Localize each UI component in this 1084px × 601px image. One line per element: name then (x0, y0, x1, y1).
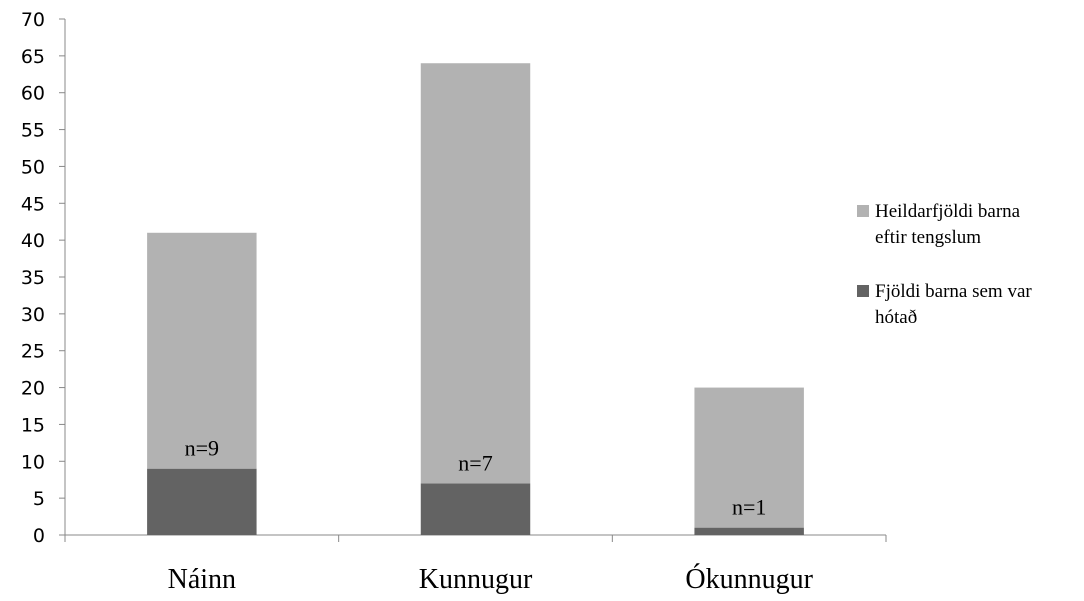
bar-segment-threatened (694, 527, 804, 535)
y-tick-label: 55 (21, 120, 45, 142)
y-tick-label: 65 (21, 46, 45, 68)
bar-segment-total (420, 63, 531, 484)
legend-label: hótað (875, 307, 917, 328)
data-label: n=7 (458, 450, 492, 475)
y-axis: 0 5 10 15 20 25 30 35 40 45 50 55 60 65 70 (21, 9, 66, 547)
x-axis: Náinn Kunnugur Ókunnugur (64, 534, 887, 595)
bar-segment-threatened (147, 468, 257, 535)
category-label: Ókunnugur (685, 564, 813, 595)
legend-label: Fjöldi barna sem var (875, 281, 1032, 302)
y-tick-label: 50 (21, 156, 45, 178)
category-label: Kunnugur (419, 564, 533, 595)
y-tick-label: 25 (21, 341, 45, 363)
y-tick-label: 5 (33, 488, 45, 510)
y-tick-label: 0 (33, 525, 45, 547)
legend-label: Heildarfjöldi barna (875, 201, 1021, 222)
legend: Heildarfjöldi barna eftir tengslum Fjöldi … (857, 201, 1032, 328)
y-tick-label: 30 (21, 304, 45, 326)
y-tick-label: 15 (21, 414, 45, 436)
y-tick-label: 40 (21, 230, 45, 252)
legend-swatch (857, 205, 869, 217)
y-tick-label: 10 (21, 451, 45, 473)
legend-label: eftir tengslum (875, 227, 981, 248)
bars (147, 63, 804, 535)
data-labels: n=9 n=7 n=1 (185, 436, 767, 520)
y-tick-label: 60 (21, 83, 45, 105)
legend-swatch (857, 285, 869, 297)
bar-segment-total (147, 232, 257, 469)
data-label: n=1 (732, 495, 766, 520)
y-tick-label: 35 (21, 267, 45, 289)
bar-segment-total (694, 387, 804, 528)
y-tick-label: 20 (21, 378, 45, 400)
category-label: Náinn (168, 564, 236, 595)
y-tick-label: 45 (21, 193, 45, 215)
bar-segment-threatened (420, 483, 531, 535)
data-label: n=9 (185, 436, 219, 461)
y-tick-label: 70 (21, 9, 45, 31)
